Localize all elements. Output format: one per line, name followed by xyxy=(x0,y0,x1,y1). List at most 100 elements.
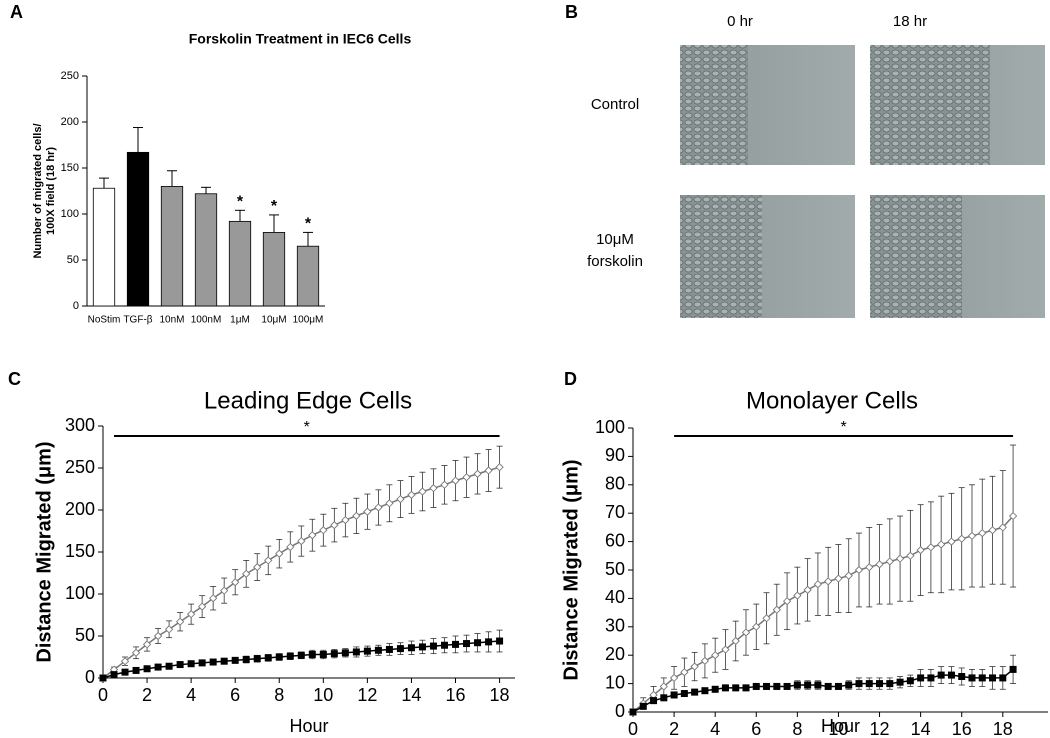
x-tick-label: 0 xyxy=(628,719,638,738)
marker xyxy=(711,685,719,693)
marker xyxy=(680,690,688,698)
x-tick-label: 0 xyxy=(98,685,108,705)
marker xyxy=(660,694,668,702)
significance-mark: * xyxy=(271,198,278,215)
marker xyxy=(495,463,504,472)
marker xyxy=(209,594,218,603)
marker xyxy=(429,642,437,650)
marker xyxy=(947,671,955,679)
micrograph xyxy=(870,195,1045,318)
chart-title: Leading Edge Cells xyxy=(204,387,412,414)
marker xyxy=(937,540,946,549)
x-tick-label: 6 xyxy=(751,719,761,738)
y-tick-label: 50 xyxy=(605,559,625,579)
x-tick-label: 4 xyxy=(186,685,196,705)
marker xyxy=(895,554,905,563)
x-tick-label: 18 xyxy=(993,719,1013,738)
significance-mark: * xyxy=(304,419,310,436)
marker xyxy=(968,674,976,682)
marker xyxy=(752,622,761,631)
marker xyxy=(164,625,174,634)
marker xyxy=(639,702,647,710)
marker xyxy=(906,677,914,685)
marker xyxy=(363,647,371,655)
marker xyxy=(418,487,427,496)
x-tick-label: 2 xyxy=(142,685,152,705)
marker xyxy=(629,708,637,716)
marker xyxy=(275,549,284,558)
marker xyxy=(264,556,273,565)
marker xyxy=(485,638,493,646)
marker xyxy=(752,682,760,690)
marker xyxy=(385,645,393,653)
marker xyxy=(937,671,945,679)
marker xyxy=(958,673,966,680)
marker xyxy=(374,503,383,512)
marker xyxy=(153,631,163,641)
marker xyxy=(242,569,251,578)
x-tick-label: 10 xyxy=(828,719,848,738)
marker xyxy=(187,660,195,668)
marker xyxy=(650,697,658,705)
x-tick-label: 16 xyxy=(445,685,465,705)
y-axis-label: Distance Migrated (μm) xyxy=(33,441,55,662)
marker xyxy=(220,657,228,665)
marker xyxy=(253,655,261,663)
marker xyxy=(341,649,349,657)
marker xyxy=(967,531,977,541)
marker xyxy=(286,652,294,660)
marker xyxy=(670,691,678,699)
marker xyxy=(916,545,925,555)
marker xyxy=(418,643,426,651)
marker xyxy=(773,682,781,690)
marker xyxy=(330,520,339,530)
y-tick-label: 0 xyxy=(85,667,95,687)
marker xyxy=(429,484,438,493)
marker xyxy=(886,680,894,688)
marker xyxy=(220,586,229,595)
marker xyxy=(988,526,997,535)
x-axis-label: Hour xyxy=(289,716,328,736)
bar xyxy=(92,187,116,307)
y-tick-label: 10 xyxy=(605,672,625,692)
marker xyxy=(711,651,720,660)
y-tick-label: 250 xyxy=(65,457,95,477)
marker xyxy=(1009,665,1017,673)
marker xyxy=(131,648,141,657)
x-tick-label: 12 xyxy=(870,719,890,738)
marker xyxy=(782,597,792,606)
marker xyxy=(352,511,361,521)
y-tick-label: 100 xyxy=(65,583,95,603)
marker xyxy=(762,614,771,623)
marker xyxy=(473,469,482,479)
y-tick-label: 40 xyxy=(605,587,625,607)
marker xyxy=(906,551,915,560)
marker xyxy=(451,476,460,485)
y-tick-label: 50 xyxy=(75,625,95,645)
marker xyxy=(198,602,207,611)
marker xyxy=(120,657,130,666)
y-tick-label: 250 xyxy=(61,70,79,82)
marker xyxy=(865,680,873,688)
marker xyxy=(209,658,217,666)
marker xyxy=(440,641,448,649)
marker xyxy=(154,663,162,671)
marker xyxy=(452,640,460,648)
micrograph xyxy=(680,195,855,318)
image-panel: B 0 hr 18 hr Control 10μM forskolin xyxy=(565,2,1045,318)
y-tick-label: 80 xyxy=(605,474,625,494)
bar xyxy=(296,245,320,307)
y-tick-label: 200 xyxy=(61,116,79,128)
marker xyxy=(732,684,740,692)
marker xyxy=(731,636,740,646)
x-tick-label: 100μM xyxy=(293,315,324,326)
marker xyxy=(742,684,750,692)
x-tick-label: 8 xyxy=(274,685,284,705)
row-label: 10μM xyxy=(596,231,634,248)
marker xyxy=(691,688,699,696)
x-tick-label: 100nM xyxy=(191,315,222,326)
marker xyxy=(99,674,107,682)
series-line xyxy=(102,466,500,679)
marker xyxy=(772,605,781,614)
